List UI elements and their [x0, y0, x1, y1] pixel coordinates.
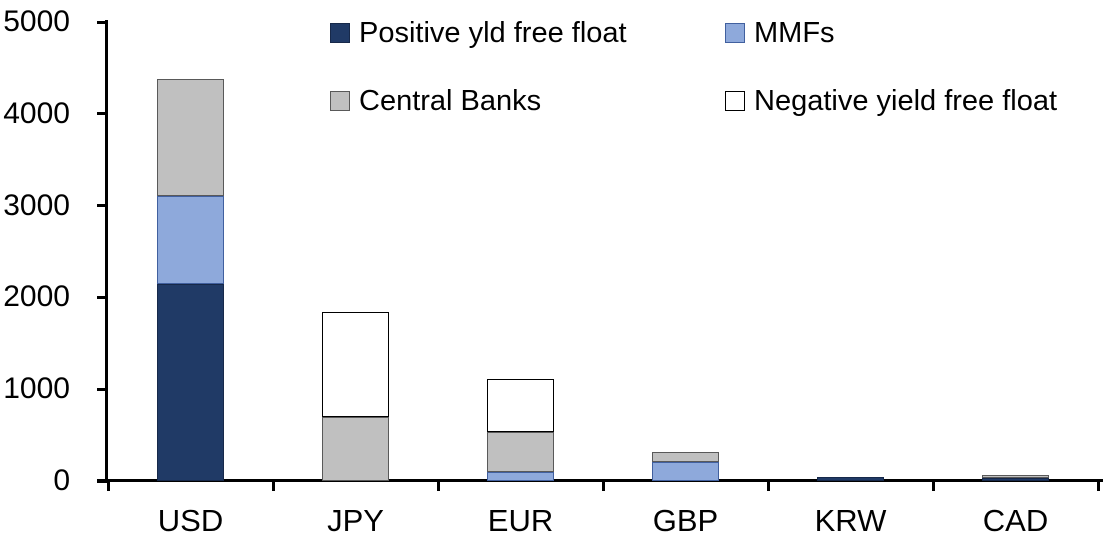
bar-segment-USD-mmfs: [157, 196, 224, 284]
bar-segment-GBP-mmfs: [652, 461, 719, 481]
y-tick-mark: [97, 112, 108, 116]
bar-segment-USD-positive-yld-free-float: [157, 283, 224, 481]
bar-segment-USD-central-banks: [157, 78, 224, 197]
bar-segment-EUR-mmfs: [487, 471, 554, 481]
y-tick-mark: [97, 387, 108, 391]
y-axis-tick-label: 4000: [3, 96, 70, 130]
legend-label: Negative yield free float: [754, 85, 1058, 117]
legend-item-positive-yld-free-float: Positive yld free float: [330, 18, 627, 48]
x-axis-label-krw: KRW: [814, 503, 887, 538]
y-axis-tick-label: 3000: [3, 188, 70, 222]
y-axis-tick-label: 5000: [3, 5, 70, 38]
x-tick-mark: [106, 481, 110, 491]
y-axis-tick-label: 1000: [3, 372, 70, 406]
x-axis-label-gbp: GBP: [652, 503, 719, 538]
x-axis-label-usd: USD: [157, 503, 224, 538]
x-tick-mark: [766, 481, 770, 491]
bar-segment-KRW-positive-yld-free-float: [817, 476, 884, 481]
y-axis-tick-label: 2000: [3, 280, 70, 314]
bar-segment-EUR-negative-yield-free-float: [487, 379, 554, 433]
bar-segment-JPY-central-banks: [322, 416, 389, 481]
x-axis-label-cad: CAD: [982, 503, 1049, 538]
x-axis-label-eur: EUR: [487, 503, 554, 538]
bar-segment-CAD-positive-yld-free-float: [982, 477, 1049, 481]
legend-swatch-icon: [725, 23, 745, 43]
x-tick-mark: [271, 481, 275, 491]
y-tick-mark: [97, 479, 108, 483]
y-axis-line: [105, 20, 108, 482]
legend-label: MMFs: [754, 17, 835, 49]
legend-label: Central Banks: [359, 85, 542, 117]
y-tick-mark: [97, 295, 108, 299]
legend-item-mmfs: MMFs: [725, 18, 835, 48]
y-tick-mark: [97, 20, 108, 24]
x-axis-label-jpy: JPY: [327, 503, 384, 538]
y-tick-mark: [97, 204, 108, 208]
bar-segment-EUR-central-banks: [487, 432, 554, 472]
x-tick-mark: [601, 481, 605, 491]
legend-item-negative-yield-free-float: Negative yield free float: [725, 86, 1057, 116]
legend-label: Positive yld free float: [359, 17, 627, 49]
legend-swatch-icon: [725, 91, 745, 111]
bar-segment-CAD-central-banks: [982, 475, 1049, 478]
bar-segment-JPY-negative-yield-free-float: [322, 312, 389, 417]
bar-segment-GBP-central-banks: [652, 451, 719, 462]
y-axis-tick-label: 0: [53, 464, 70, 497]
x-tick-mark: [436, 481, 440, 491]
legend-swatch-icon: [330, 91, 350, 111]
legend-item-central-banks: Central Banks: [330, 86, 541, 116]
legend-swatch-icon: [330, 23, 350, 43]
x-tick-mark: [1096, 481, 1100, 491]
x-tick-mark: [931, 481, 935, 491]
x-axis-line: [97, 479, 1103, 482]
